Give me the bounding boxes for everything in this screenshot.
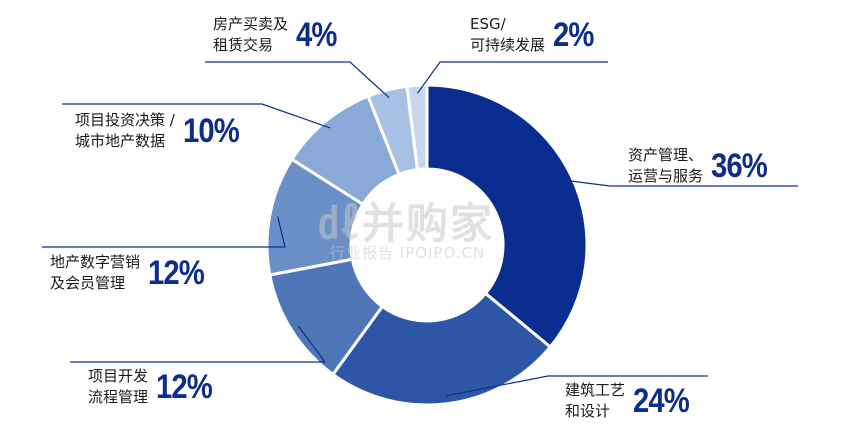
slice-label-text: 项目投资决策 / 城市地产数据 bbox=[75, 111, 175, 150]
leader-line bbox=[42, 216, 286, 248]
slice-label: 项目投资决策 / 城市地产数据 10% bbox=[75, 110, 248, 152]
donut-slice bbox=[330, 291, 553, 407]
slice-label: 资产管理、 运营与服务 36% bbox=[628, 145, 776, 187]
slice-value-label: 12% bbox=[148, 253, 205, 292]
slice-value-label: 24% bbox=[633, 381, 690, 420]
leader-line bbox=[205, 61, 390, 99]
slice-label-text: 项目开发 流程管理 bbox=[88, 367, 149, 406]
slice-value-label: 12% bbox=[156, 367, 213, 406]
slice-label-text: 资产管理、 运营与服务 bbox=[628, 146, 704, 185]
donut-slice bbox=[425, 83, 589, 350]
slice-value-label: 4% bbox=[296, 15, 337, 54]
slice-value-label: 36% bbox=[711, 146, 768, 185]
leader-line bbox=[70, 326, 327, 363]
slice-label: 地产数字营销 及会员管理 12% bbox=[50, 252, 213, 294]
donut-slice bbox=[405, 83, 429, 172]
leader-line bbox=[445, 375, 708, 397]
slice-value-label: 2% bbox=[553, 15, 594, 54]
slice-label-text: ESG/ 可持续发展 bbox=[470, 15, 546, 54]
leader-line bbox=[564, 179, 798, 187]
slice-label-text: 地产数字营销 及会员管理 bbox=[50, 253, 141, 292]
slice-label-text: 建筑工艺 和设计 bbox=[565, 381, 626, 420]
leader-line bbox=[416, 61, 608, 94]
slice-value-label: 10% bbox=[182, 111, 240, 150]
slice-label: 建筑工艺 和设计 24% bbox=[565, 380, 698, 422]
leader-line bbox=[62, 103, 331, 129]
slice-label-text: 房产买卖及 租赁交易 bbox=[213, 15, 289, 54]
slice-label: 项目开发 流程管理 12% bbox=[88, 366, 221, 408]
slice-label: 房产买卖及 租赁交易 4% bbox=[213, 14, 343, 56]
slice-label: ESG/ 可持续发展 2% bbox=[470, 14, 600, 56]
